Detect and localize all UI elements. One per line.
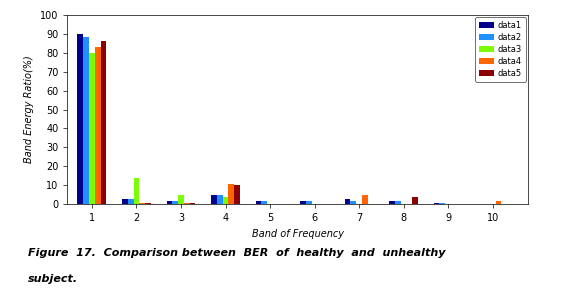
Bar <box>389 201 395 204</box>
Bar <box>228 184 234 204</box>
Bar <box>234 185 240 204</box>
Bar <box>89 53 95 204</box>
Bar <box>173 201 178 204</box>
Bar <box>184 203 189 204</box>
Text: subject.: subject. <box>28 274 78 284</box>
Bar <box>166 201 173 204</box>
Bar <box>128 199 134 204</box>
Y-axis label: Band Energy Ratio(%): Band Energy Ratio(%) <box>25 55 34 164</box>
Bar <box>261 201 267 204</box>
Bar <box>101 41 106 204</box>
Bar <box>95 47 101 204</box>
Bar <box>350 201 356 204</box>
Bar <box>413 197 418 204</box>
Bar <box>134 178 139 204</box>
Bar <box>362 195 368 204</box>
Bar <box>256 201 261 204</box>
Bar <box>496 201 501 204</box>
Bar <box>189 203 196 204</box>
Bar <box>306 201 312 204</box>
Bar <box>439 203 445 204</box>
Bar <box>434 203 439 204</box>
Bar <box>78 34 83 204</box>
Bar <box>300 201 306 204</box>
Bar <box>217 195 223 204</box>
Bar <box>83 37 89 204</box>
Bar <box>223 197 228 204</box>
Bar <box>345 199 350 204</box>
Bar <box>122 199 128 204</box>
Text: Figure  17.  Comparison between  BER  of  healthy  and  unhealthy: Figure 17. Comparison between BER of hea… <box>28 248 446 258</box>
X-axis label: Band of Frequency: Band of Frequency <box>252 229 344 239</box>
Bar <box>139 203 145 204</box>
Bar <box>145 203 151 204</box>
Bar <box>178 195 184 204</box>
Bar <box>395 201 401 204</box>
Bar <box>211 195 217 204</box>
Legend: data1, data2, data3, data4, data5: data1, data2, data3, data4, data5 <box>475 17 526 82</box>
